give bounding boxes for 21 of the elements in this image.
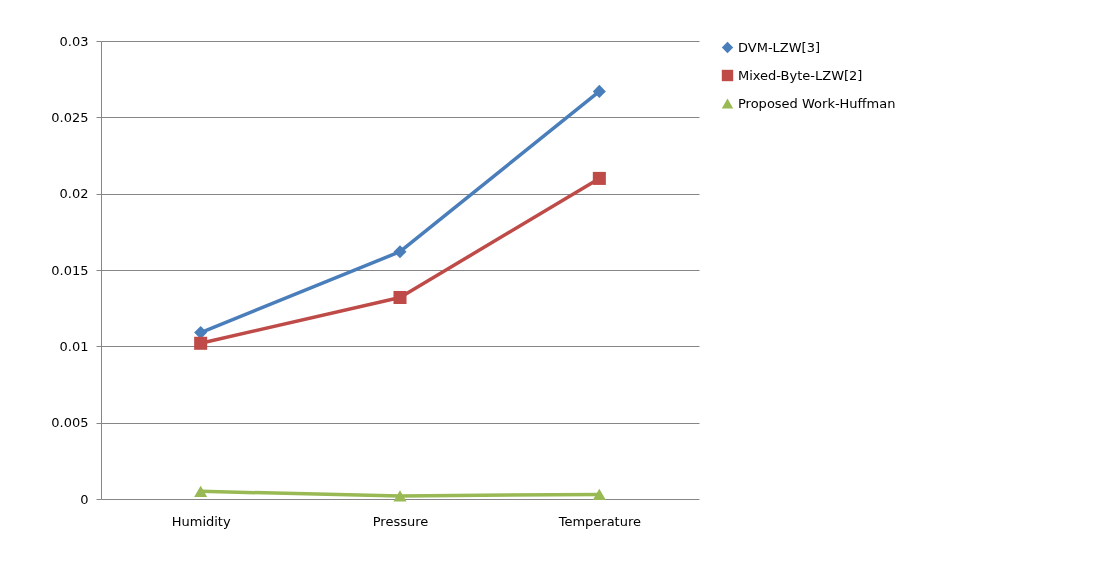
point [194,336,208,350]
point [194,485,208,498]
point [592,488,606,501]
y-tick-label: 0.025 [51,109,89,125]
point [592,171,606,185]
point [393,490,407,502]
x-tick-label: Temperature [557,513,642,529]
y-tick-label: 0.015 [51,262,89,278]
legend-label: Mixed-Byte-LZW[2] [738,67,863,83]
y-tick-label: 0.02 [59,186,89,202]
legend-label: DVM-LZW[3] [738,39,820,55]
x-tick-label: Pressure [372,513,429,529]
x-tick-label: Humidity [171,513,231,529]
legend-label: Proposed Work-Huffman [738,95,896,111]
y-tick-label: 0 [80,491,89,507]
y-tick-label: 0.01 [59,338,89,354]
point [393,290,407,304]
point [393,245,407,259]
y-tick-label: 0.03 [59,33,89,49]
y-tick-label: 0.005 [51,415,89,431]
point [592,84,606,98]
